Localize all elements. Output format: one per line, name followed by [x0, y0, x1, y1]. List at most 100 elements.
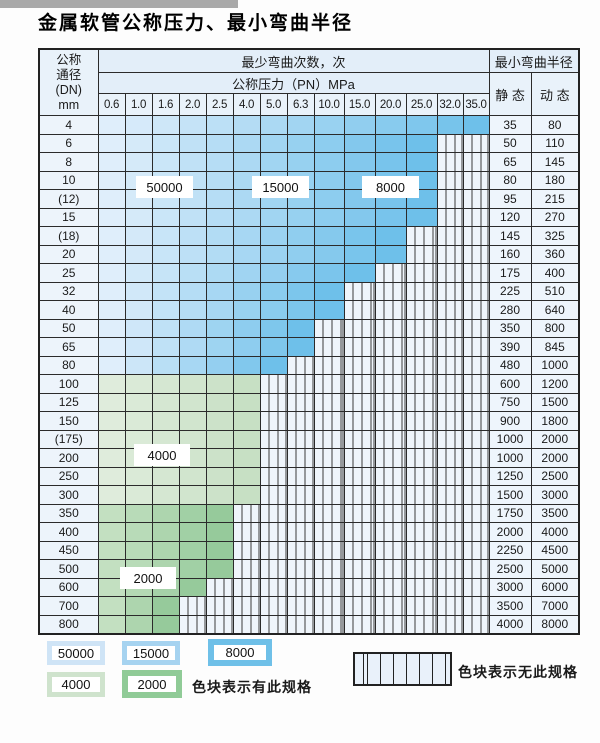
spec-cell-unavailable: [205, 577, 234, 597]
spec-cell-unavailable: [462, 540, 490, 560]
spec-cell-unavailable: [405, 300, 438, 320]
page-title: 金属软管公称压力、最小弯曲半径: [38, 12, 354, 34]
spec-cell-unavailable: [436, 559, 464, 579]
spec-cell-unavailable: [286, 614, 315, 635]
spec-cell-unavailable: [205, 596, 234, 616]
spec-cell-available: [205, 281, 234, 301]
dn-header-line: 公称: [56, 52, 82, 67]
spec-cell-unavailable: [462, 281, 490, 301]
spec-cell-available: [462, 115, 490, 135]
spec-cell-unavailable: [374, 503, 407, 523]
table-row: 65 390 845: [38, 337, 580, 357]
dynamic-radius-value: 1000: [530, 355, 580, 375]
spec-cell-available: [178, 281, 207, 301]
static-radius-value: 225: [488, 281, 532, 301]
spec-cell-available: [97, 448, 126, 468]
spec-cell-unavailable: [232, 559, 261, 579]
spec-cell-unavailable: [286, 448, 315, 468]
dn-label: 800: [38, 614, 99, 635]
spec-cell-available: [151, 281, 180, 301]
spec-cell-unavailable: [313, 355, 345, 375]
spec-cell-available: [97, 503, 126, 523]
legend-no-spec-label: 色块表示无此规格: [458, 664, 578, 680]
spec-cell-unavailable: [286, 577, 315, 597]
spec-cell-available: [97, 411, 126, 431]
table-row: 20 160 360: [38, 244, 580, 264]
static-radius-value: 900: [488, 411, 532, 431]
spec-cell-available: [205, 374, 234, 394]
spec-cell-unavailable: [232, 614, 261, 635]
dn-header-line: (DN): [55, 82, 82, 97]
spec-cell-unavailable: [462, 614, 490, 635]
spec-cell-unavailable: [374, 355, 407, 375]
table-row: (18) 145 325: [38, 226, 580, 246]
spec-cell-available: [97, 263, 126, 283]
spec-cell-unavailable: [436, 596, 464, 616]
dynamic-radius-value: 510: [530, 281, 580, 301]
spec-cell-available: [343, 133, 376, 153]
table-row: 250 1250 2500: [38, 466, 580, 486]
spec-cell-unavailable: [374, 522, 407, 542]
pressure-value-header: 35.0: [462, 93, 490, 116]
legend-swatch-4000: 4000: [47, 672, 105, 697]
spec-cell-unavailable: [232, 503, 261, 523]
spec-cell-available: [205, 466, 234, 486]
spec-cell-unavailable: [405, 337, 438, 357]
spec-cell-available: [205, 244, 234, 264]
spec-cell-available: [286, 281, 315, 301]
spec-cell-available: [343, 207, 376, 227]
spec-cell-unavailable: [313, 485, 345, 505]
spec-cell-unavailable: [343, 392, 376, 412]
dynamic-radius-value: 800: [530, 318, 580, 338]
spec-cell-unavailable: [462, 300, 490, 320]
spec-cell-unavailable: [462, 133, 490, 153]
table-row: 50 350 800: [38, 318, 580, 338]
spec-cell-available: [205, 170, 234, 190]
spec-cell-unavailable: [462, 226, 490, 246]
spec-cell-available: [313, 189, 345, 209]
dn-label: 300: [38, 485, 99, 505]
table-row: 800 4000 8000: [38, 614, 580, 635]
spec-cell-unavailable: [436, 133, 464, 153]
dynamic-radius-value: 110: [530, 133, 580, 153]
spec-cell-available: [97, 226, 126, 246]
spec-cell-unavailable: [405, 540, 438, 560]
spec-cell-unavailable: [436, 189, 464, 209]
spec-cell-available: [232, 337, 261, 357]
spec-cell-available: [232, 263, 261, 283]
spec-cell-available: [405, 207, 438, 227]
spec-cell-unavailable: [462, 374, 490, 394]
spec-cell-unavailable: [313, 411, 345, 431]
spec-cell-available: [124, 152, 153, 172]
spec-cell-available: [374, 152, 407, 172]
spec-cell-unavailable: [462, 263, 490, 283]
spec-cell-unavailable: [436, 281, 464, 301]
dn-label: 32: [38, 281, 99, 301]
spec-cell-available: [124, 355, 153, 375]
table-row: 150 900 1800: [38, 411, 580, 431]
spec-cell-unavailable: [259, 614, 288, 635]
cycles-header: 最少弯曲次数，次: [97, 48, 490, 73]
table-row: 100 600 1200: [38, 374, 580, 394]
table-row: 400 2000 4000: [38, 522, 580, 542]
spec-cell-available: [205, 152, 234, 172]
pressure-value-header: 0.6: [97, 93, 126, 116]
dynamic-radius-value: 270: [530, 207, 580, 227]
spec-cell-available: [232, 392, 261, 412]
spec-cell-available: [259, 300, 288, 320]
dynamic-radius-value: 2000: [530, 429, 580, 449]
spec-cell-available: [151, 263, 180, 283]
spec-cell-unavailable: [436, 614, 464, 635]
dn-label: 350: [38, 503, 99, 523]
spec-cell-available: [259, 263, 288, 283]
spec-cell-unavailable: [259, 596, 288, 616]
dynamic-radius-value: 6000: [530, 577, 580, 597]
static-radius-value: 280: [488, 300, 532, 320]
spec-cell-available: [151, 244, 180, 264]
legend-swatch-8000: 8000: [208, 639, 272, 666]
spec-cell-available: [178, 411, 207, 431]
table-row: 700 3500 7000: [38, 596, 580, 616]
spec-cell-available: [313, 152, 345, 172]
spec-cell-unavailable: [259, 448, 288, 468]
